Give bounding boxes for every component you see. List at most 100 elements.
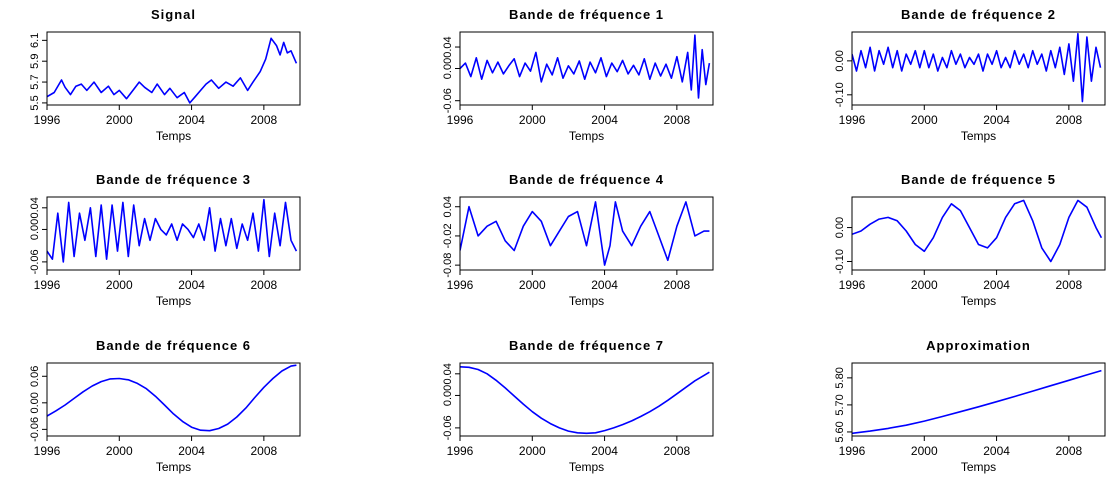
x-tick-label: 2004: [983, 444, 1010, 458]
x-tick-label: 1996: [839, 278, 866, 292]
x-tick-label: 2008: [1056, 444, 1083, 458]
x-tick-label: 1996: [839, 444, 866, 458]
series-line: [47, 37, 298, 104]
chart-title: Bande de fréquence 7: [509, 338, 664, 353]
y-tick-label: 0.00: [834, 217, 846, 238]
x-tick-label: 2004: [591, 113, 618, 127]
plot-frame: [46, 196, 301, 271]
y-tick-label: 0.00: [29, 219, 41, 240]
x-tick-label: 2000: [911, 444, 938, 458]
chart-panel-4: Bande de fréquence 3 1996 2000 2004 2008 -0.0…: [29, 172, 301, 308]
x-tick-label: 2000: [106, 278, 133, 292]
x-tick-label: 2000: [519, 444, 546, 458]
x-tick-label: 2004: [178, 278, 205, 292]
y-tick-label: -0.06: [29, 249, 41, 274]
x-tick-label: 2004: [591, 278, 618, 292]
y-tick-label: 0.06: [29, 366, 41, 387]
x-tick-label: 2004: [178, 444, 205, 458]
x-axis-label: Temps: [156, 294, 191, 308]
series-line: [460, 366, 710, 435]
x-axis-label: Temps: [961, 460, 996, 474]
chart-panel-3: Bande de fréquence 2 1996 2000 2004 2008 -0.1…: [834, 7, 1106, 143]
series-line: [460, 201, 710, 266]
chart-title: Bande de fréquence 2: [901, 7, 1056, 22]
y-tick-label: 0.00: [442, 58, 454, 79]
series-line: [852, 32, 1102, 103]
y-tick-label: 6.1: [29, 33, 41, 48]
chart-title: Bande de fréquence 1: [509, 7, 664, 22]
x-tick-label: 1996: [34, 444, 61, 458]
plot-frame: [46, 362, 301, 437]
y-tick-label: -0.02: [442, 223, 454, 248]
plot-frame: [46, 31, 301, 106]
y-tick-label: 0.04: [442, 363, 454, 384]
x-tick-label: 2008: [664, 278, 691, 292]
y-tick-label: 0.04: [442, 36, 454, 57]
chart-panel-2: Bande de fréquence 1 1996 2000 2004 2008 -0.0…: [442, 7, 714, 143]
chart-title: Approximation: [926, 338, 1031, 353]
x-axis-label: Temps: [961, 294, 996, 308]
chart-panel-7: Bande de fréquence 6 1996 2000 2004 2008 -0.0…: [29, 338, 301, 474]
x-tick-label: 1996: [34, 113, 61, 127]
y-tick-label: 0.04: [29, 197, 41, 218]
y-tick-label: 5.70: [834, 394, 846, 415]
x-tick-label: 2004: [983, 113, 1010, 127]
y-tick-label: 0.00: [442, 385, 454, 406]
x-tick-label: 2000: [519, 278, 546, 292]
chart-panel-8: Bande de fréquence 7 1996 2000 2004 2008 -0.0…: [442, 338, 714, 474]
chart-panel-6: Bande de fréquence 5 1996 2000 2004 2008 -0.1…: [834, 172, 1106, 308]
series-line: [852, 369, 1102, 435]
x-axis-label: Temps: [156, 460, 191, 474]
x-tick-label: 2000: [911, 113, 938, 127]
chart-title: Bande de fréquence 6: [96, 338, 251, 353]
x-tick-label: 2008: [1056, 278, 1083, 292]
x-tick-label: 2000: [106, 113, 133, 127]
chart-title: Bande de fréquence 3: [96, 172, 251, 187]
x-tick-label: 1996: [447, 113, 474, 127]
y-tick-label: 5.80: [834, 367, 846, 388]
x-axis-label: Temps: [156, 129, 191, 143]
plot-frame: [851, 31, 1106, 106]
x-tick-label: 2000: [519, 113, 546, 127]
x-tick-label: 2008: [251, 278, 278, 292]
y-tick-label: 5.60: [834, 421, 846, 442]
x-axis-label: Temps: [569, 460, 604, 474]
series-line: [460, 34, 711, 99]
y-tick-label: -0.06: [442, 88, 454, 113]
x-tick-label: 1996: [839, 113, 866, 127]
series-line: [47, 364, 297, 432]
y-tick-label: 0.00: [834, 50, 846, 71]
x-tick-label: 2000: [106, 444, 133, 458]
x-tick-label: 2008: [664, 444, 691, 458]
plot-frame: [851, 196, 1106, 271]
x-tick-label: 2008: [1056, 113, 1083, 127]
x-axis-label: Temps: [569, 129, 604, 143]
x-tick-label: 2008: [251, 113, 278, 127]
plot-frame: [851, 362, 1106, 437]
x-tick-label: 1996: [34, 278, 61, 292]
x-tick-label: 2004: [983, 278, 1010, 292]
chart-panel-1: Signal 1996 2000 2004 2008 5.5 5.7 5.9 6.1 Temps: [29, 7, 301, 143]
plot-frame: [459, 196, 714, 271]
y-tick-label: -0.08: [442, 253, 454, 278]
y-tick-label: -0.06: [29, 417, 41, 442]
y-tick-label: 0.04: [442, 196, 454, 217]
x-tick-label: 2000: [911, 278, 938, 292]
x-axis-label: Temps: [569, 294, 604, 308]
series-line: [47, 198, 298, 263]
x-tick-label: 2008: [664, 113, 691, 127]
chart-panel-5: Bande de fréquence 4 1996 2000 2004 2008 -0.0…: [442, 172, 714, 308]
y-tick-label: 5.5: [29, 95, 41, 110]
chart-title: Signal: [151, 7, 196, 22]
x-tick-label: 1996: [447, 444, 474, 458]
y-tick-label: -0.10: [834, 82, 846, 107]
series-line: [852, 199, 1103, 263]
plot-frame: [459, 362, 714, 437]
y-tick-label: -0.06: [442, 415, 454, 440]
x-tick-label: 2004: [591, 444, 618, 458]
x-tick-label: 2004: [178, 113, 205, 127]
chart-panel-9: Approximation 1996 2000 2004 2008 5.60 5.70 5.8…: [834, 338, 1106, 474]
plot-frame: [459, 31, 714, 106]
x-tick-label: 1996: [447, 278, 474, 292]
